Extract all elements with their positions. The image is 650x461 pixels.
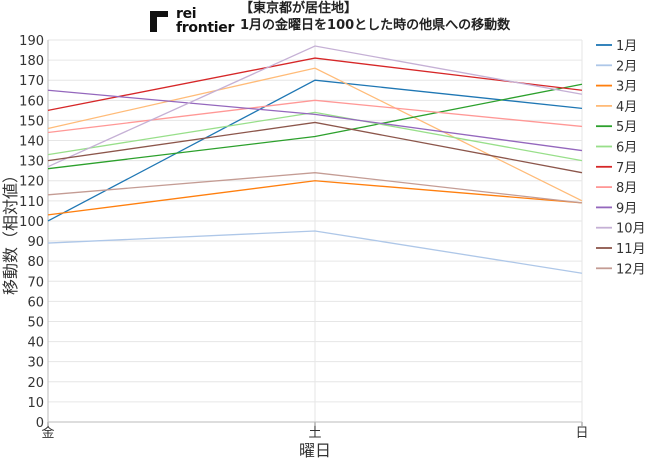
legend-label-11: 11月 xyxy=(616,242,646,257)
y-axis-label: 移動数（相対値） xyxy=(1,167,20,295)
series-line-11 xyxy=(47,121,583,174)
series-line-9 xyxy=(47,89,583,152)
y-tick-label: 90 xyxy=(27,235,44,250)
chart-title: 【東京都が居住地】 1月の金曜日を100とした時の他県への移動数 xyxy=(240,0,510,34)
series-line-6 xyxy=(47,111,583,162)
chart-title-line-1: 【東京都が居住地】 xyxy=(240,1,358,16)
x-tick-label: 土 xyxy=(308,426,321,441)
y-tick-label: 130 xyxy=(19,155,44,170)
legend-label-8: 8月 xyxy=(616,181,637,196)
x-tick-label: 日 xyxy=(575,426,588,441)
y-tick-label: 170 xyxy=(19,74,44,89)
brand-logo: rei frontier xyxy=(148,7,238,37)
y-tick-label: 110 xyxy=(19,195,44,210)
legend-label-10: 10月 xyxy=(616,222,646,237)
y-tick-label: 160 xyxy=(19,94,44,109)
legend-label-5: 5月 xyxy=(616,120,637,135)
y-tick-label: 40 xyxy=(27,336,44,351)
legend-label-12: 12月 xyxy=(616,262,646,277)
legend-label-1: 1月 xyxy=(616,39,637,54)
series-line-5 xyxy=(47,83,583,170)
y-tick-label: 10 xyxy=(27,396,44,411)
logo-line-2: frontier xyxy=(176,20,235,36)
y-tick-label: 140 xyxy=(19,135,44,150)
logo-mark-icon xyxy=(150,11,168,32)
legend-label-2: 2月 xyxy=(616,59,637,74)
y-tick-label: 60 xyxy=(27,295,44,310)
y-tick-label: 180 xyxy=(19,54,44,69)
series-line-12 xyxy=(47,172,583,204)
y-tick-label: 150 xyxy=(19,114,44,129)
chart-title-line-2: 1月の金曜日を100とした時の他県への移動数 xyxy=(240,18,511,33)
series-line-3 xyxy=(47,180,583,216)
series-line-4 xyxy=(47,67,583,202)
y-tick-label: 0 xyxy=(36,416,44,431)
legend-label-9: 9月 xyxy=(616,201,637,216)
y-tick-label: 190 xyxy=(19,34,44,49)
y-tick-label: 80 xyxy=(27,255,44,270)
logo-line-1: rei xyxy=(176,6,197,22)
legend-label-7: 7月 xyxy=(616,161,637,176)
series-line-8 xyxy=(47,99,583,134)
series-line-7 xyxy=(47,57,583,112)
series-line-10 xyxy=(47,45,583,168)
y-tick-label: 70 xyxy=(27,275,44,290)
legend-label-4: 4月 xyxy=(616,100,637,115)
y-tick-label: 30 xyxy=(27,356,44,371)
legend-label-6: 6月 xyxy=(616,141,637,156)
x-axis-label: 曜日 xyxy=(299,441,331,460)
series-line-1 xyxy=(47,79,583,222)
y-tick-label: 50 xyxy=(27,315,44,330)
legend-label-3: 3月 xyxy=(616,80,637,95)
y-tick-label: 20 xyxy=(27,376,44,391)
y-tick-label: 100 xyxy=(19,215,44,230)
y-tick-label: 120 xyxy=(19,175,44,190)
series-line-2 xyxy=(47,230,583,274)
x-tick-label: 金 xyxy=(41,425,54,441)
logo-text: rei frontier xyxy=(176,7,234,35)
